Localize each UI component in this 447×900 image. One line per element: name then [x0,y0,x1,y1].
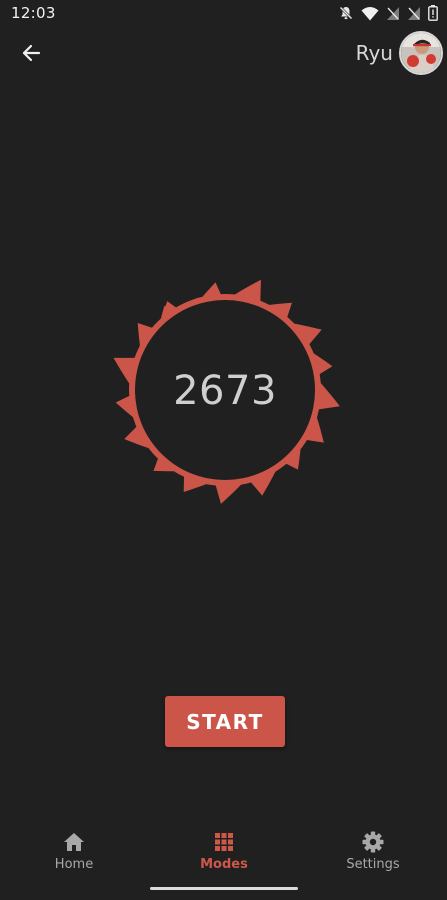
ring-center [135,300,315,480]
start-button[interactable]: START [165,696,285,747]
nav-settings[interactable]: Settings [318,818,428,878]
user-profile[interactable]: Ryu [356,31,443,75]
wifi-icon [361,6,379,21]
notifications-off-icon [338,5,354,21]
gesture-bar[interactable] [150,887,298,890]
gear-icon [362,831,384,853]
status-time: 12:03 [11,4,56,22]
flame-ring [113,279,340,504]
nav-modes-label: Modes [200,857,248,872]
counter-value: 2673 [173,368,277,414]
nav-home-label: Home [54,857,94,872]
status-bar: 12:03 [0,0,447,28]
ring-outline [129,294,321,486]
signal-off-icon [407,6,421,21]
back-button[interactable] [14,38,48,72]
user-name: Ryu [355,41,393,65]
avatar[interactable] [399,31,443,75]
nav-modes[interactable]: Modes [169,818,279,878]
home-icon [63,831,85,853]
grid-icon [214,831,234,853]
status-icons [338,5,438,21]
bottom-navigation: Home Modes [0,818,447,878]
nav-home[interactable]: Home [19,818,129,878]
step-counter: 2673 [100,268,350,518]
battery-icon [428,5,438,21]
arrow-left-icon [21,43,41,67]
signal-off-icon [386,6,400,21]
nav-settings-label: Settings [346,857,400,872]
